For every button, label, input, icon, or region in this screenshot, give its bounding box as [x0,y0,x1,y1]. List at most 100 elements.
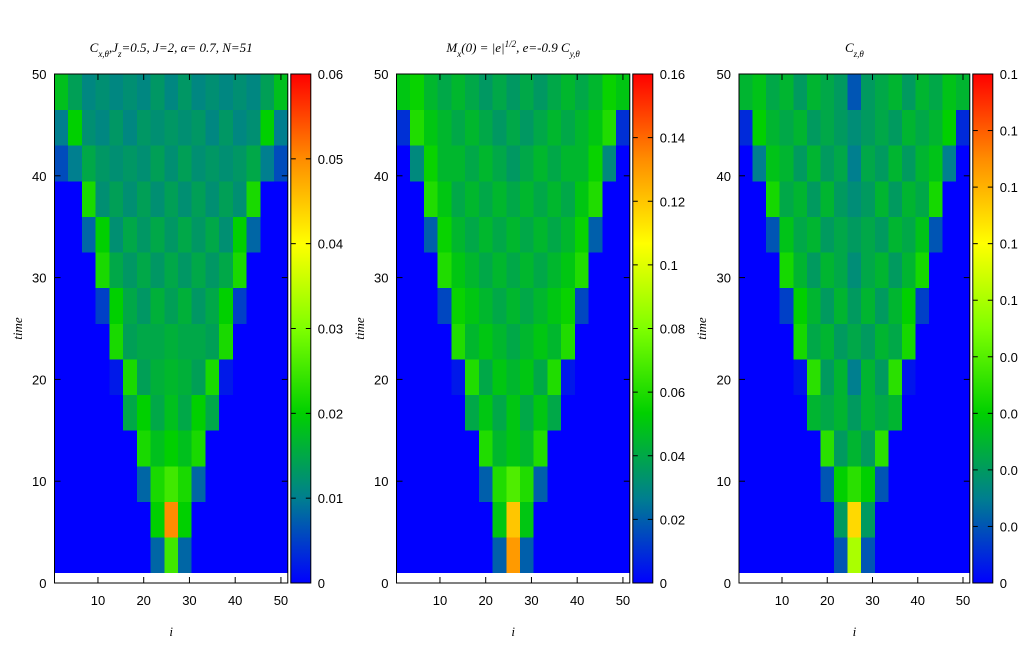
heatmap-cell [574,430,590,467]
heatmap-cell [915,323,930,360]
heatmap-cell [437,145,452,182]
heatmap-cell [588,145,603,182]
heatmap-cell [533,180,548,217]
heatmap-cell [150,109,165,146]
heatmap-cell [861,180,876,217]
heatmap-cell [95,359,110,396]
heatmap-cell [423,180,439,217]
heatmap-cell [929,287,944,324]
heatmap-cell [123,287,138,324]
heatmap-cell [888,323,903,360]
heatmap-cell [164,216,179,253]
heatmap-cell [752,359,767,396]
heatmap-cell [178,465,193,502]
plot-frame [738,73,971,584]
heatmap-cell [561,109,576,146]
heatmap-cell [834,430,849,467]
heatmap-cell [547,430,562,467]
heatmap-cell [246,501,261,538]
colorbar-tick-label: 0.14 [660,131,685,146]
heatmap-cell [260,287,275,324]
heatmap-cell [123,145,138,182]
heatmap-cell [95,501,110,538]
colorbar-tick-label: 0.1 [1000,67,1018,82]
heatmap-cell [616,252,631,289]
heatmap-cell [806,216,821,253]
heatmap-cell [246,394,261,431]
heatmap-cell [820,287,835,324]
colorbar-tick-label: 0.06 [318,67,343,82]
heatmap-cell [68,323,83,360]
heatmap-cell [574,287,590,324]
title-part: =0.5, J=2, α= 0.7, N=51 [122,40,253,55]
heatmap-cell [874,109,889,146]
heatmap-cell [260,323,275,360]
heatmap-cell [956,359,971,396]
heatmap-cell [54,537,69,574]
heatmap-cell [602,359,617,396]
heatmap-cell [246,216,261,253]
heatmap-cell [68,145,83,182]
heatmap-cell [942,323,957,360]
heatmap-cell [205,287,220,324]
heatmap-cell [766,359,781,396]
heatmap-cell [95,287,110,324]
heatmap-cell [219,109,234,146]
heatmap-cell [205,501,220,538]
heatmap-cell [219,252,234,289]
y-tick-label: 30 [717,271,731,286]
heatmap-cell [834,537,849,574]
heatmap-cell [739,465,753,502]
heatmap-cell [956,252,971,289]
heatmap-cell [465,465,480,502]
heatmap-cell [219,216,234,253]
heatmap-cell [806,145,821,182]
heatmap-cell [68,252,83,289]
heatmap-cell [274,109,289,146]
heatmap-cell [929,216,944,253]
heatmap-cell [410,394,425,431]
x-axis-label: i [511,624,515,639]
heatmap-cell [793,216,808,253]
heatmap-cell [150,287,165,324]
heatmap-cell [806,465,821,502]
heatmap-cell [561,359,576,396]
heatmap-cell [68,109,83,146]
y-tick-label: 40 [717,169,731,184]
heatmap-cell [793,252,808,289]
heatmap-cell [616,216,631,253]
heatmap-cell [136,394,151,431]
heatmap-cell [520,537,535,574]
heatmap-cell [956,145,971,182]
heatmap-cell [219,323,234,360]
heatmap-cell [81,74,97,111]
heatmap-cell [410,501,425,538]
heatmap-cell [929,359,944,396]
heatmap-cell [54,359,69,396]
heatmap-cell [942,359,957,396]
heatmap-cell [205,537,220,574]
heatmap-cell [465,74,480,111]
heatmap-cell [520,394,535,431]
heatmap-cell [81,465,97,502]
heatmap-cell [109,537,124,574]
heatmap-cell [410,465,425,502]
heatmap-cell [54,323,69,360]
heatmap-cell [574,465,590,502]
heatmap-cell [520,109,535,146]
heatmap-cell [847,394,862,431]
title-part: C [845,40,854,55]
plot-frame [396,73,631,584]
heatmap-cell [752,537,767,574]
heatmap-cell [806,394,821,431]
heatmap-cell [547,501,562,538]
heatmap-cell [178,109,193,146]
heatmap-cell [616,180,631,217]
heatmap-cell [888,287,903,324]
heatmap-cell [547,359,562,396]
colorbar-tick-label: 0.08 [660,322,685,337]
heatmap-cell [95,252,110,289]
heatmap-cell [915,394,930,431]
heatmap-cell [820,109,835,146]
colorbar-tick-label: 0.1 [1000,293,1018,308]
